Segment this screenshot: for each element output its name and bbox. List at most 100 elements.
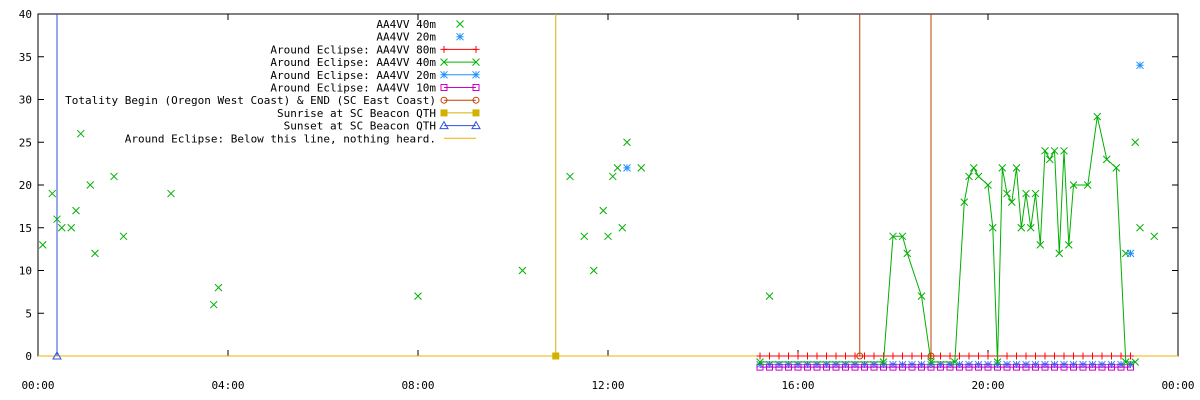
data-point (794, 363, 802, 371)
x-tick-label: 00:00 (21, 379, 54, 392)
data-point (1064, 240, 1073, 249)
legend-label: Around Eclipse: AA4VV 40m (270, 56, 436, 69)
data-point (618, 223, 627, 232)
data-point (67, 223, 76, 232)
data-point (1055, 249, 1064, 258)
data-point (965, 172, 973, 181)
data-point (1131, 358, 1140, 366)
legend-key-marker (472, 70, 480, 79)
data-point (965, 352, 973, 360)
data-point (851, 352, 859, 360)
data-point (984, 352, 992, 360)
data-point (1098, 352, 1106, 360)
data-point (1098, 363, 1106, 371)
data-point (1136, 61, 1144, 70)
legend-key-marker (472, 109, 480, 117)
legend-label: AA4VV 20m (376, 31, 436, 44)
data-point (214, 283, 223, 292)
data-point (965, 363, 973, 371)
data-point (918, 352, 925, 360)
data-point (975, 363, 982, 371)
data-point (53, 215, 61, 224)
data-point (552, 352, 560, 360)
data-point (889, 363, 897, 371)
data-point (870, 363, 878, 371)
data-point (974, 172, 983, 181)
data-point (1117, 363, 1125, 371)
data-point (72, 206, 80, 215)
legend-label: AA4VV 40m (376, 18, 436, 31)
data-point (908, 363, 916, 371)
data-point (1070, 363, 1077, 371)
y-tick-label: 30 (19, 94, 32, 107)
data-point (785, 363, 792, 371)
data-point (1041, 352, 1049, 360)
data-point (1051, 352, 1058, 360)
data-point (1003, 363, 1011, 371)
data-point (1022, 189, 1030, 198)
data-point (1022, 352, 1030, 360)
data-point (870, 352, 878, 360)
x-tick-label: 20:00 (971, 379, 1004, 392)
axes: 0 5 10 15 20 25 30 35 40 00:00 04:00 08:00 12:00 16:0… (19, 8, 1195, 392)
data-point (988, 223, 997, 232)
data-point (775, 363, 783, 371)
legend-key-marker (440, 109, 448, 117)
data-point (956, 352, 963, 360)
data-point (1127, 363, 1134, 371)
data-point (1126, 249, 1135, 258)
y-tick-label: 25 (19, 136, 32, 149)
data-point (765, 292, 774, 301)
series-8 (52, 14, 62, 360)
data-point (604, 232, 612, 241)
data-point (1031, 189, 1040, 198)
data-point (785, 352, 792, 360)
data-point (993, 358, 1002, 366)
data-point (637, 164, 646, 172)
x-tick-label: 04:00 (211, 379, 244, 392)
legend-label: Around Eclipse: Below this line, nothing… (125, 132, 436, 145)
data-point (52, 350, 62, 360)
legend-label: Sunrise at SC Beacon QTH (277, 107, 436, 120)
data-point (209, 300, 218, 309)
legend-key-marker (472, 45, 480, 53)
data-point (861, 352, 868, 360)
data-point (813, 352, 821, 360)
series-3 (756, 112, 1140, 366)
data-point (38, 240, 47, 249)
legend-label: Sunset at SC Beacon QTH (284, 120, 436, 133)
data-point (804, 352, 811, 360)
data-point (956, 363, 963, 371)
data-point (823, 363, 830, 371)
y-tick-label: 15 (19, 222, 32, 235)
series-0 (38, 129, 1159, 309)
data-point (927, 352, 935, 360)
data-point (1050, 146, 1059, 155)
data-point (1102, 155, 1111, 164)
data-point (842, 363, 849, 371)
legend-label: Around Eclipse: AA4VV 20m (270, 69, 436, 82)
data-point (950, 358, 959, 366)
data-point (589, 266, 598, 275)
data-point (889, 232, 897, 241)
data-point (1079, 363, 1087, 371)
data-point (946, 363, 954, 371)
data-point (1108, 363, 1115, 371)
data-point (832, 363, 840, 371)
legend-key-marker (440, 45, 448, 53)
y-tick-label: 0 (25, 350, 32, 363)
x-tick-label: 08:00 (401, 379, 434, 392)
data-point (756, 352, 764, 360)
data-point (1003, 352, 1011, 360)
data-point (119, 232, 128, 241)
data-point (1112, 164, 1121, 172)
data-point (1003, 189, 1011, 198)
data-point (1089, 352, 1096, 360)
data-point (969, 164, 978, 172)
data-point (566, 172, 574, 181)
data-point (91, 249, 99, 258)
data-point (599, 206, 608, 215)
legend-key-marker (456, 32, 464, 41)
data-point (899, 363, 906, 371)
data-point (1117, 352, 1125, 360)
